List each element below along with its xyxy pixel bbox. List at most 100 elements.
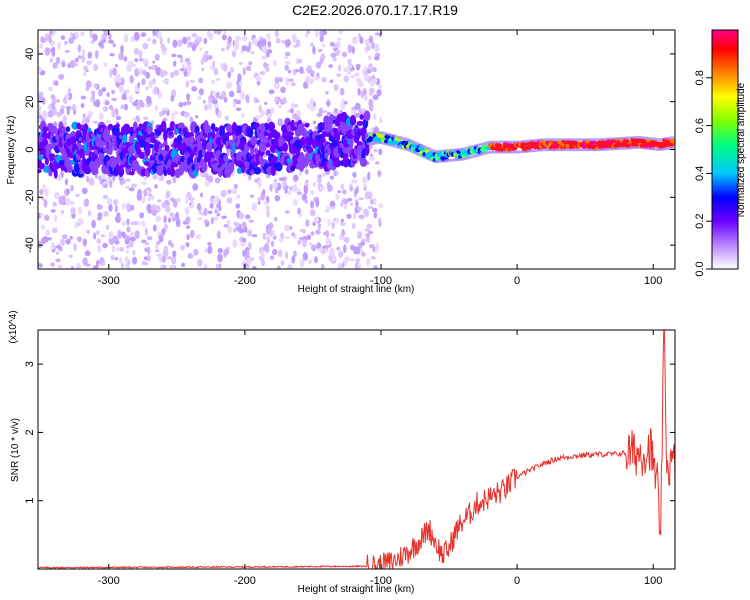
heatmap-cell: [366, 223, 373, 229]
heatmap-cell: [331, 124, 337, 129]
bottom-plot-frame: [37, 329, 676, 570]
heatmap-cell: [78, 148, 86, 159]
heatmap-cell: [329, 115, 338, 121]
heatmap-cell: [103, 211, 109, 217]
heatmap-cell: [265, 142, 271, 148]
heatmap-cell: [54, 80, 59, 86]
heatmap-cell: [50, 262, 55, 267]
colorbar-tick-label: 0.6: [694, 118, 706, 133]
heatmap-cell: [128, 94, 133, 104]
heatmap-cell: [299, 66, 304, 74]
heatmap-cell: [287, 190, 292, 196]
heatmap-cell: [38, 162, 46, 170]
heatmap-cell: [44, 188, 49, 197]
heatmap-cell: [186, 93, 191, 101]
heatmap-cell: [118, 84, 124, 93]
heatmap-cell: [108, 231, 114, 240]
heatmap-cell: [264, 101, 268, 105]
heatmap-cell: [204, 248, 208, 253]
heatmap-cell: [280, 86, 286, 94]
heatmap-cell: [354, 246, 361, 255]
heatmap-cell: [285, 38, 291, 47]
heatmap-cell: [38, 263, 43, 268]
heatmap-cell: [159, 36, 163, 45]
heatmap-cell: [315, 198, 320, 208]
heatmap-cell: [90, 40, 95, 44]
heatmap-cell: [48, 86, 53, 92]
heatmap-cell: [363, 208, 368, 215]
heatmap-cell: [162, 248, 169, 257]
heatmap-cell: [327, 184, 333, 192]
heatmap-cell: [87, 210, 92, 217]
heatmap-cell: [363, 72, 370, 82]
heatmap-cell: [82, 65, 89, 72]
heatmap-cell: [368, 98, 374, 108]
heatmap-cell: [155, 66, 162, 76]
colorbar-tick-label: 0.8: [694, 70, 706, 85]
heatmap-cell: [270, 107, 275, 114]
heatmap-cell: [287, 266, 292, 269]
heatmap-cell: [55, 56, 61, 64]
heatmap-cell: [306, 234, 312, 240]
heatmap-cell: [310, 105, 316, 112]
heatmap-cell: [81, 54, 86, 64]
heatmap-cell: [51, 227, 58, 234]
heatmap-cell: [172, 250, 177, 258]
heatmap-cell: [82, 113, 86, 119]
top-x-axis-label: Height of straight line (km): [298, 284, 415, 295]
heatmap-cell: [341, 98, 345, 103]
heatmap-cell: [343, 100, 348, 105]
bottom-x-tick-label: 100: [644, 575, 662, 587]
heatmap-cell: [349, 185, 354, 192]
heatmap-cell: [235, 107, 242, 112]
heatmap-cell: [261, 44, 268, 54]
heatmap-cell: [283, 56, 288, 60]
heatmap-cell: [143, 256, 148, 261]
heatmap-cell: [257, 178, 262, 188]
heatmap-cell: [299, 258, 305, 268]
colorbar-tick-label: 0.0: [694, 261, 706, 276]
heatmap-cell: [196, 157, 202, 163]
heatmap-cell: [670, 146, 675, 150]
heatmap-cell: [321, 30, 328, 36]
heatmap-cell: [91, 91, 96, 99]
heatmap-cell: [38, 66, 43, 73]
heatmap-cell: [175, 218, 181, 228]
heatmap-cell: [184, 57, 191, 63]
heatmap-cell: [297, 58, 303, 64]
heatmap-cell: [75, 262, 81, 269]
heatmap-cell: [133, 220, 139, 226]
heatmap-cell: [82, 238, 87, 247]
heatmap-cell: [103, 30, 108, 34]
heatmap-cell: [317, 247, 323, 252]
colorbar: 0.0 0.2 0.4 0.6 0.8 Normalized spectral ampl…: [694, 29, 747, 277]
heatmap-cell: [267, 113, 273, 118]
heatmap-cell: [213, 216, 219, 221]
heatmap-cell: [293, 250, 297, 258]
heatmap-cell: [70, 206, 76, 215]
heatmap-cell: [40, 213, 44, 217]
heatmap-cell: [63, 115, 67, 122]
heatmap-cell: [78, 137, 83, 142]
heatmap-cell: [284, 224, 290, 232]
heatmap-cell: [180, 244, 185, 251]
heatmap-cell: [177, 144, 183, 152]
heatmap-cell: [669, 138, 675, 144]
heatmap-cell: [277, 105, 282, 109]
heatmap-cell: [124, 255, 129, 265]
heatmap-cell: [69, 59, 76, 69]
heatmap-cell: [251, 234, 258, 238]
heatmap-cell: [147, 246, 151, 255]
heatmap-cell: [107, 142, 114, 148]
heatmap-cell: [363, 94, 368, 102]
colorbar-tick-label: 0.2: [694, 214, 706, 229]
heatmap-cell: [138, 50, 143, 59]
heatmap-cell: [296, 191, 302, 195]
heatmap-cell: [171, 265, 176, 269]
heatmap-cell: [335, 193, 340, 200]
heatmap-cell: [364, 65, 368, 72]
heatmap-cell: [233, 42, 240, 51]
heatmap-cell: [197, 202, 201, 211]
heatmap-cell: [251, 202, 258, 211]
snr-plot: -300 -200 -100 0 100 1 2 3 Height of straight …: [8, 310, 676, 595]
